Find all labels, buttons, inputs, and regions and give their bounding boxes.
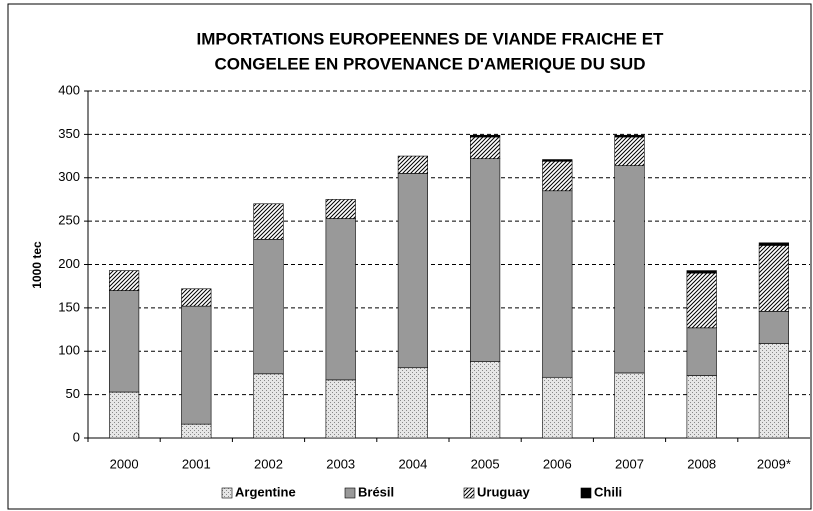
bar-segment	[325, 218, 356, 381]
legend-label: Brésil	[358, 484, 394, 499]
y-tick-label: 400	[58, 82, 80, 97]
bar-segment	[614, 136, 645, 166]
bar-segment	[614, 372, 645, 439]
x-tick-label: 2002	[254, 456, 283, 471]
x-tick-label: 2007	[615, 456, 644, 471]
bar-segment	[614, 165, 645, 374]
x-tick-label: 2008	[687, 456, 716, 471]
bar-segment	[614, 134, 645, 138]
bar-segment	[686, 272, 717, 329]
bar-segment	[686, 375, 717, 439]
bar-segment	[397, 367, 429, 439]
bar-segment	[686, 327, 717, 376]
legend-label: Chili	[594, 484, 622, 499]
bar-segment	[686, 270, 717, 274]
y-tick-label: 50	[66, 386, 80, 401]
x-tick-label: 2003	[326, 456, 355, 471]
bar-segment	[108, 391, 140, 439]
bar-segment	[542, 159, 573, 162]
y-tick-label: 350	[58, 126, 80, 141]
bar-segment	[469, 136, 501, 159]
legend-label: Argentine	[235, 484, 296, 499]
legend-swatch	[344, 487, 356, 499]
bar-segment	[758, 311, 790, 344]
chart-title: IMPORTATIONS EUROPEENNES DE VIANDE FRAIC…	[197, 29, 665, 48]
y-tick-label: 200	[58, 256, 80, 271]
bar-segment	[253, 373, 284, 439]
x-tick-label: 2005	[471, 456, 500, 471]
bar-segment	[758, 343, 790, 439]
x-tick-label: 2000	[110, 456, 139, 471]
bar-segment	[253, 239, 284, 375]
bar-segment	[469, 158, 501, 362]
chart-title: CONGELEE EN PROVENANCE D'AMERIQUE DU SUD	[215, 54, 646, 73]
bar-segment	[108, 290, 140, 393]
y-tick-label: 250	[58, 213, 80, 228]
bar-segment	[397, 155, 429, 174]
bar-segment	[181, 423, 212, 439]
bar-segment	[758, 245, 790, 312]
bar-segment	[542, 160, 573, 192]
bar-segment	[108, 270, 140, 291]
x-tick-label: 2004	[398, 456, 427, 471]
bar-segment	[542, 190, 573, 378]
bar-segment	[469, 134, 501, 138]
bar-segment	[469, 361, 501, 439]
legend-swatch	[463, 487, 475, 499]
x-tick-label: 2009*	[757, 456, 791, 471]
legend-swatch	[221, 487, 233, 499]
legend-label: Uruguay	[477, 484, 531, 499]
y-tick-label: 300	[58, 169, 80, 184]
x-tick-label: 2001	[182, 456, 211, 471]
bar-segment	[325, 199, 356, 219]
bar-segment	[397, 173, 429, 369]
bar-segment	[542, 376, 573, 439]
y-tick-label: 150	[58, 299, 80, 314]
y-axis-title: 1000 tec	[30, 241, 44, 289]
bar-segment	[325, 379, 356, 439]
bar-segment	[758, 242, 790, 246]
y-tick-label: 0	[73, 429, 80, 444]
bar-segment	[181, 288, 212, 307]
x-tick-label: 2006	[543, 456, 572, 471]
bar-segment	[181, 305, 212, 425]
bar-segment	[253, 203, 284, 240]
legend-swatch	[580, 487, 592, 499]
y-tick-label: 100	[58, 343, 80, 358]
